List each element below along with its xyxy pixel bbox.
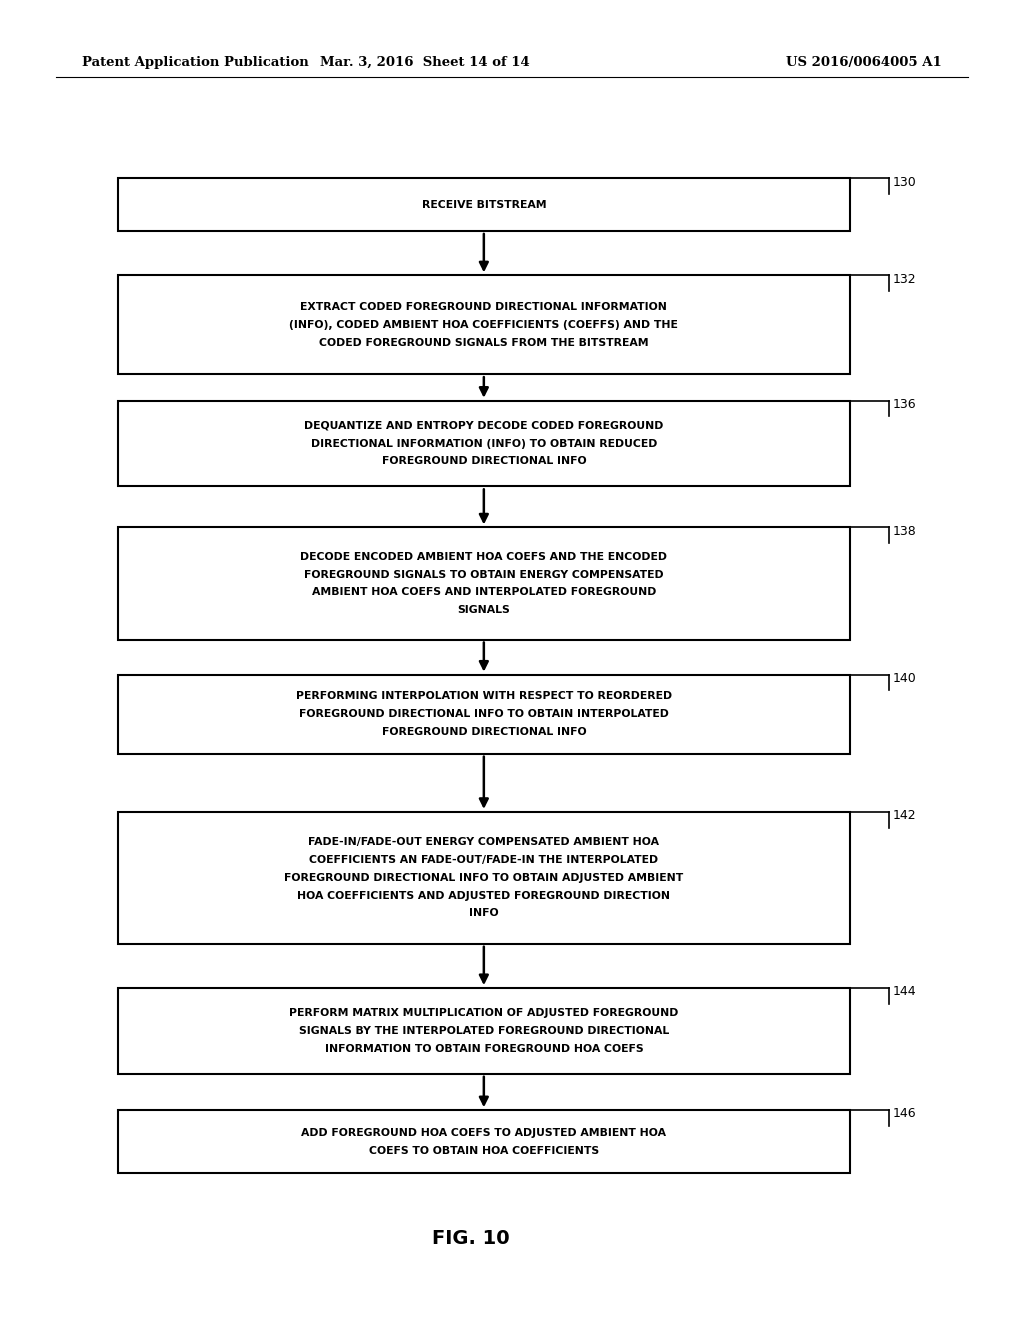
Text: Patent Application Publication: Patent Application Publication	[82, 55, 308, 69]
Text: FOREGROUND DIRECTIONAL INFO: FOREGROUND DIRECTIONAL INFO	[382, 457, 586, 466]
Text: RECEIVE BITSTREAM: RECEIVE BITSTREAM	[422, 199, 546, 210]
Text: AMBIENT HOA COEFS AND INTERPOLATED FOREGROUND: AMBIENT HOA COEFS AND INTERPOLATED FOREG…	[311, 587, 656, 598]
Text: Mar. 3, 2016  Sheet 14 of 14: Mar. 3, 2016 Sheet 14 of 14	[321, 55, 529, 69]
Text: FADE-IN/FADE-OUT ENERGY COMPENSATED AMBIENT HOA: FADE-IN/FADE-OUT ENERGY COMPENSATED AMBI…	[308, 837, 659, 847]
Text: 140: 140	[893, 672, 916, 685]
Text: 136: 136	[893, 399, 916, 411]
Text: 142: 142	[893, 809, 916, 822]
Text: HOA COEFFICIENTS AND ADJUSTED FOREGROUND DIRECTION: HOA COEFFICIENTS AND ADJUSTED FOREGROUND…	[297, 891, 671, 900]
Text: FOREGROUND SIGNALS TO OBTAIN ENERGY COMPENSATED: FOREGROUND SIGNALS TO OBTAIN ENERGY COMP…	[304, 569, 664, 579]
FancyBboxPatch shape	[118, 276, 850, 375]
Text: 138: 138	[893, 524, 916, 537]
FancyBboxPatch shape	[118, 987, 850, 1074]
Text: INFO: INFO	[469, 908, 499, 919]
Text: FOREGROUND DIRECTIONAL INFO TO OBTAIN INTERPOLATED: FOREGROUND DIRECTIONAL INFO TO OBTAIN IN…	[299, 709, 669, 719]
Text: DECODE ENCODED AMBIENT HOA COEFS AND THE ENCODED: DECODE ENCODED AMBIENT HOA COEFS AND THE…	[300, 552, 668, 562]
Text: COEFS TO OBTAIN HOA COEFFICIENTS: COEFS TO OBTAIN HOA COEFFICIENTS	[369, 1146, 599, 1156]
Text: PERFORMING INTERPOLATION WITH RESPECT TO REORDERED: PERFORMING INTERPOLATION WITH RESPECT TO…	[296, 692, 672, 701]
Text: US 2016/0064005 A1: US 2016/0064005 A1	[786, 55, 942, 69]
Text: DIRECTIONAL INFORMATION (INFO) TO OBTAIN REDUCED: DIRECTIONAL INFORMATION (INFO) TO OBTAIN…	[310, 438, 657, 449]
Text: CODED FOREGROUND SIGNALS FROM THE BITSTREAM: CODED FOREGROUND SIGNALS FROM THE BITSTR…	[319, 338, 648, 347]
FancyBboxPatch shape	[118, 400, 850, 486]
Text: FOREGROUND DIRECTIONAL INFO TO OBTAIN ADJUSTED AMBIENT: FOREGROUND DIRECTIONAL INFO TO OBTAIN AD…	[285, 873, 683, 883]
FancyBboxPatch shape	[118, 1110, 850, 1173]
Text: DEQUANTIZE AND ENTROPY DECODE CODED FOREGROUND: DEQUANTIZE AND ENTROPY DECODE CODED FORE…	[304, 421, 664, 430]
Text: 132: 132	[893, 272, 916, 285]
Text: 146: 146	[893, 1107, 916, 1121]
Text: FIG. 10: FIG. 10	[432, 1229, 510, 1247]
Text: SIGNALS BY THE INTERPOLATED FOREGROUND DIRECTIONAL: SIGNALS BY THE INTERPOLATED FOREGROUND D…	[299, 1026, 669, 1036]
FancyBboxPatch shape	[118, 178, 850, 231]
Text: FOREGROUND DIRECTIONAL INFO: FOREGROUND DIRECTIONAL INFO	[382, 727, 586, 737]
FancyBboxPatch shape	[118, 812, 850, 944]
Text: PERFORM MATRIX MULTIPLICATION OF ADJUSTED FOREGROUND: PERFORM MATRIX MULTIPLICATION OF ADJUSTE…	[289, 1008, 679, 1018]
Text: INFORMATION TO OBTAIN FOREGROUND HOA COEFS: INFORMATION TO OBTAIN FOREGROUND HOA COE…	[325, 1044, 643, 1053]
Text: (INFO), CODED AMBIENT HOA COEFFICIENTS (COEFFS) AND THE: (INFO), CODED AMBIENT HOA COEFFICIENTS (…	[290, 319, 678, 330]
FancyBboxPatch shape	[118, 675, 850, 754]
FancyBboxPatch shape	[118, 527, 850, 639]
Text: 144: 144	[893, 985, 916, 998]
Text: EXTRACT CODED FOREGROUND DIRECTIONAL INFORMATION: EXTRACT CODED FOREGROUND DIRECTIONAL INF…	[300, 302, 668, 312]
Text: COEFFICIENTS AN FADE-OUT/FADE-IN THE INTERPOLATED: COEFFICIENTS AN FADE-OUT/FADE-IN THE INT…	[309, 855, 658, 865]
Text: SIGNALS: SIGNALS	[458, 605, 510, 615]
Text: ADD FOREGROUND HOA COEFS TO ADJUSTED AMBIENT HOA: ADD FOREGROUND HOA COEFS TO ADJUSTED AMB…	[301, 1127, 667, 1138]
Text: 130: 130	[893, 176, 916, 189]
